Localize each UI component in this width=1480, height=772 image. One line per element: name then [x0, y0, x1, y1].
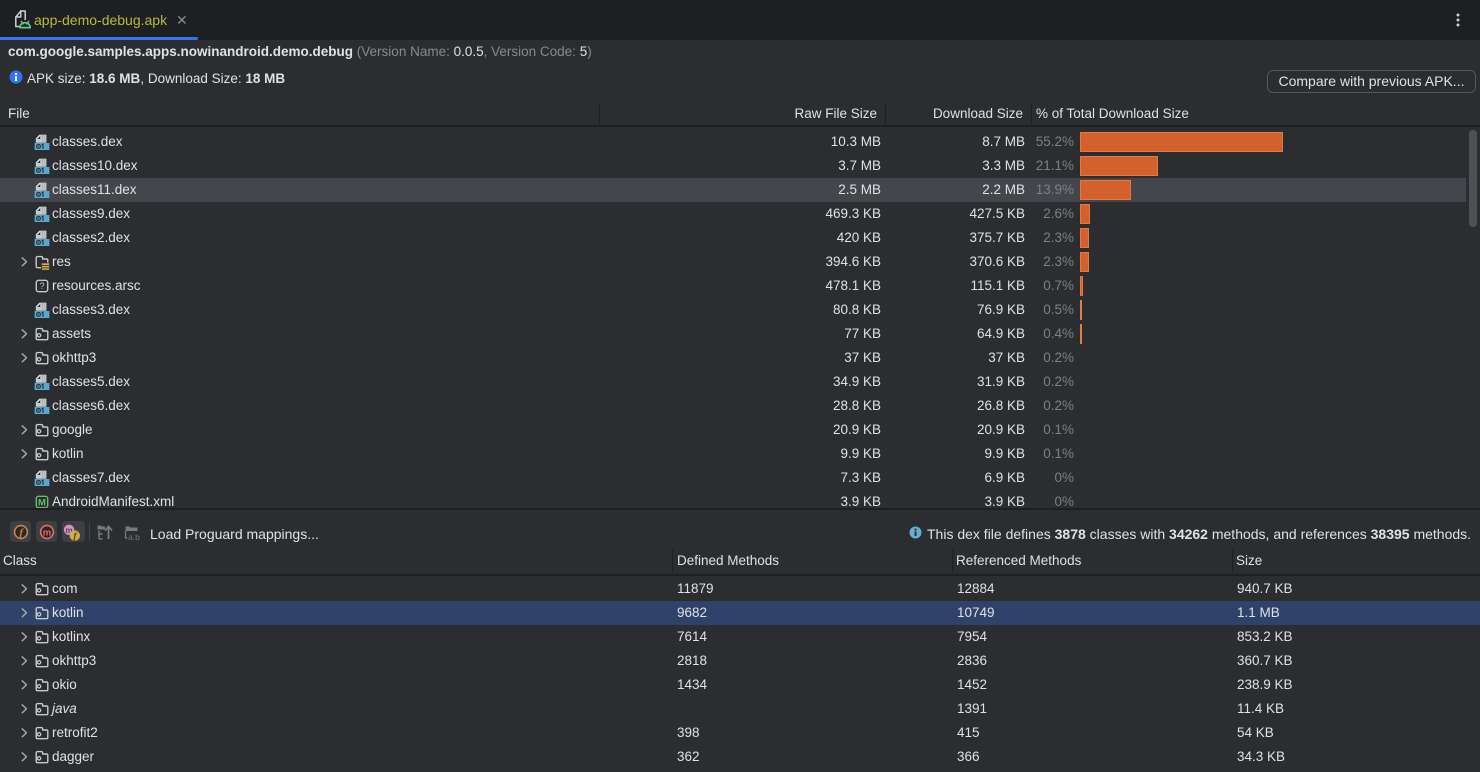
svg-text:m: m — [65, 526, 72, 535]
svg-text:?: ? — [39, 281, 44, 291]
svg-text:m: m — [43, 527, 51, 538]
svg-text:f: f — [19, 527, 24, 539]
svg-text:M: M — [38, 498, 46, 509]
svg-text:f: f — [73, 532, 77, 542]
svg-text:a.b: a.b — [128, 532, 140, 541]
